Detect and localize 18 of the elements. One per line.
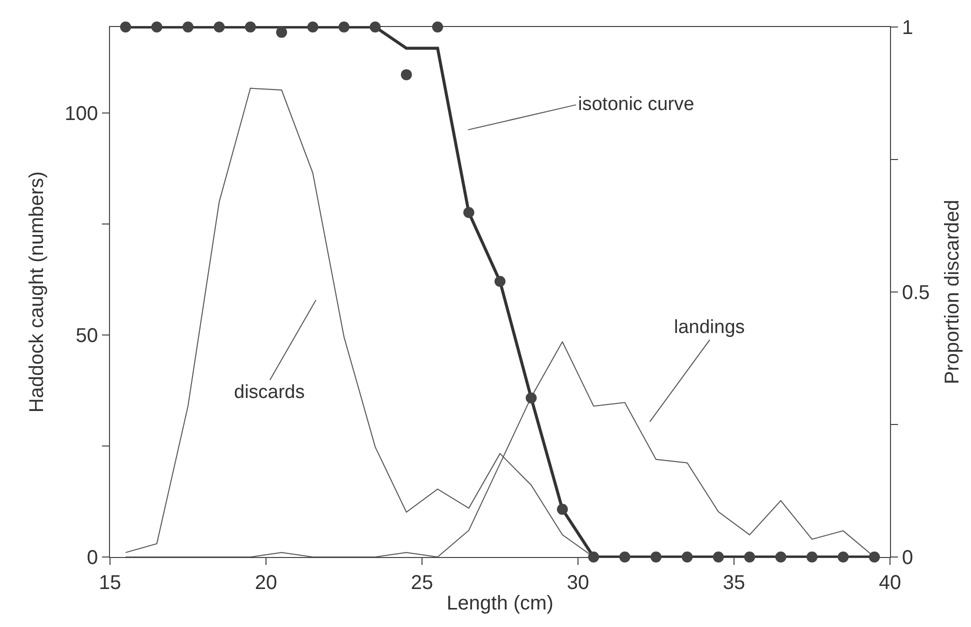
x-tick-label: 20: [254, 572, 278, 594]
annotation: landings: [674, 317, 745, 338]
y2-axis-title: Proportion discarded: [941, 200, 964, 384]
annotation: discards: [234, 382, 305, 403]
y2-tick-label: 1: [902, 17, 914, 39]
x-tick-label: 30: [566, 572, 590, 594]
y-axis-title: Haddock caught (numbers): [26, 171, 48, 413]
y2-tick-label: 0.5: [902, 282, 930, 304]
y2-tick-label: 0: [902, 547, 914, 569]
y-tick-label: 0: [86, 547, 98, 569]
annotation: isotonic curve: [578, 94, 694, 115]
x-tick-label: 25: [410, 572, 434, 594]
y-tick-label: 50: [76, 325, 98, 348]
x-axis-title: Length (cm): [446, 592, 554, 614]
y-tick-label: 100: [64, 103, 98, 126]
x-tick-label: 15: [98, 572, 122, 594]
x-tick-label: 35: [722, 572, 746, 594]
x-tick-label: 40: [878, 572, 902, 594]
